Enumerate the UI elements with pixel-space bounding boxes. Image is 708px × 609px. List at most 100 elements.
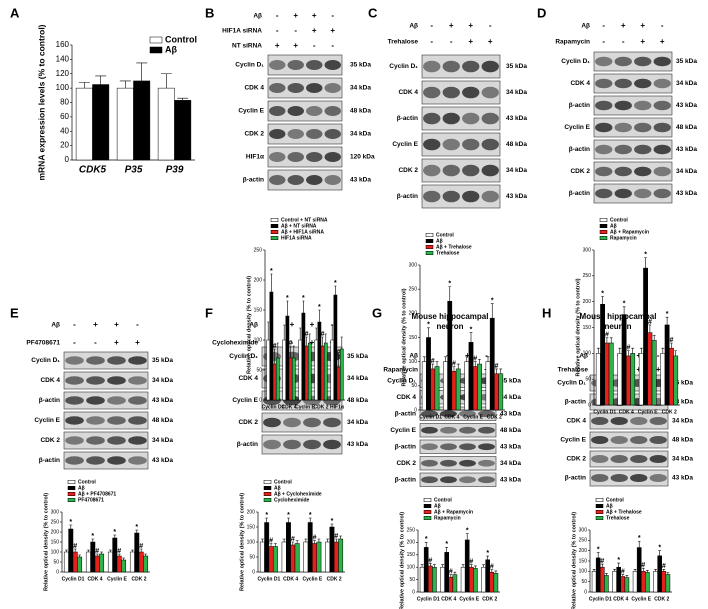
treatment-sign: +: [312, 11, 317, 20]
blot-band: [440, 476, 457, 484]
band-kda: 43 kDa: [500, 410, 521, 417]
blot-band: [634, 100, 652, 111]
bar: [620, 576, 626, 593]
error-bar: [295, 540, 299, 544]
treatment-sign: -: [485, 351, 488, 360]
y-tick-label: 150: [51, 539, 60, 545]
blot-band: [86, 456, 105, 465]
bar: [304, 345, 309, 401]
bar: [286, 522, 291, 573]
bar: [626, 355, 631, 406]
band-kda: 120 kDa: [350, 154, 375, 161]
error-bar: [674, 350, 678, 356]
significance-mark: *: [466, 528, 469, 535]
legend-swatch: [423, 516, 432, 520]
x-tick-label: CDK 4: [87, 576, 102, 582]
bar: [325, 541, 331, 573]
y-tick-label: 60: [60, 112, 69, 121]
significance-mark: *: [425, 536, 428, 543]
blot-band: [128, 376, 147, 385]
blot-band: [591, 455, 609, 463]
bar: [290, 544, 296, 573]
blot-band: [481, 164, 499, 177]
error-bar: [495, 368, 498, 374]
significance-mark: *: [69, 519, 72, 526]
band-label: Cyclin E: [560, 437, 586, 444]
bar: [645, 572, 650, 593]
treatment-sign: +: [312, 26, 317, 35]
blot-band: [634, 122, 652, 133]
band-kda: 48 kDa: [672, 437, 693, 444]
band-kda: 34 kDa: [347, 419, 368, 426]
error-bar: [654, 568, 657, 572]
treatment-sign: -: [313, 41, 316, 50]
blot-band: [653, 56, 671, 67]
treatment-sign: -: [622, 37, 625, 46]
blot-band: [442, 190, 460, 203]
error-bar: [119, 80, 131, 89]
legend-label: Aβ + Rapamycin: [610, 229, 649, 235]
x-tick-label: Cyclin D1: [417, 596, 440, 602]
error-bar: [95, 553, 99, 556]
band-kda: 35 kDa: [676, 58, 697, 65]
legend-label: Aβ + PF4708671: [78, 491, 116, 497]
significance-mark: #: [305, 331, 309, 338]
error-bar: [445, 547, 449, 553]
band-label: β-actin: [397, 193, 418, 200]
error-bar: [609, 337, 613, 343]
blot-band: [421, 459, 438, 467]
legend-swatch: [599, 230, 608, 234]
error-bar: [490, 569, 494, 573]
error-bar: [324, 333, 327, 343]
bar: [138, 551, 144, 573]
blot-strip: [63, 451, 149, 470]
blot-band: [269, 129, 286, 139]
band-label: β-actin: [565, 475, 586, 482]
treatment-label: PF4708671: [26, 340, 60, 347]
x-tick-label: Cyclin E: [295, 404, 315, 410]
bar: [423, 547, 429, 593]
bar: [643, 267, 649, 406]
bar: [272, 546, 278, 573]
treatment-label: HIF1A siRNA: [222, 28, 262, 35]
blot-strip: [419, 472, 497, 487]
band-label: CDK 4: [396, 394, 416, 401]
y-tick-label: 150: [407, 552, 416, 558]
error-bar: [273, 543, 277, 547]
error-bar: [267, 321, 270, 340]
bar: [294, 543, 300, 573]
blot-band: [323, 439, 341, 450]
y-tick-label: 250: [583, 273, 592, 279]
error-bar: [304, 538, 308, 542]
error-bar: [478, 358, 481, 365]
blot-strip: [261, 412, 343, 433]
error-bar: [334, 538, 338, 542]
bar: [604, 575, 609, 593]
y-tick-label: 100: [583, 351, 592, 357]
bar: [307, 342, 312, 401]
blot-band: [128, 456, 147, 465]
blot-band: [442, 112, 460, 125]
blot-band: [614, 188, 632, 199]
band-label: β-actin: [569, 102, 590, 109]
legend-label: Cycloheximide: [274, 497, 310, 503]
band-label: Cyclin E: [238, 108, 264, 115]
y-tick-label: 200: [409, 311, 418, 317]
error-bar: [282, 538, 286, 542]
error-bar: [486, 555, 490, 560]
error-bar: [340, 336, 343, 349]
treatment-label: Cycloheximide: [212, 340, 258, 347]
blot-band: [649, 417, 667, 425]
band-label: HIF1α: [246, 154, 264, 161]
bar: [661, 571, 667, 593]
blot-band: [107, 376, 126, 385]
band-kda: 34 kDa: [506, 167, 527, 174]
blot-band: [478, 459, 495, 467]
error-bar: [652, 334, 656, 341]
blot-strip: [63, 391, 149, 410]
bar: [477, 363, 482, 411]
treatment-sign: +: [293, 11, 298, 20]
y-axis-label: Relative optical density (% to control): [399, 512, 405, 609]
error-bar: [644, 257, 648, 269]
